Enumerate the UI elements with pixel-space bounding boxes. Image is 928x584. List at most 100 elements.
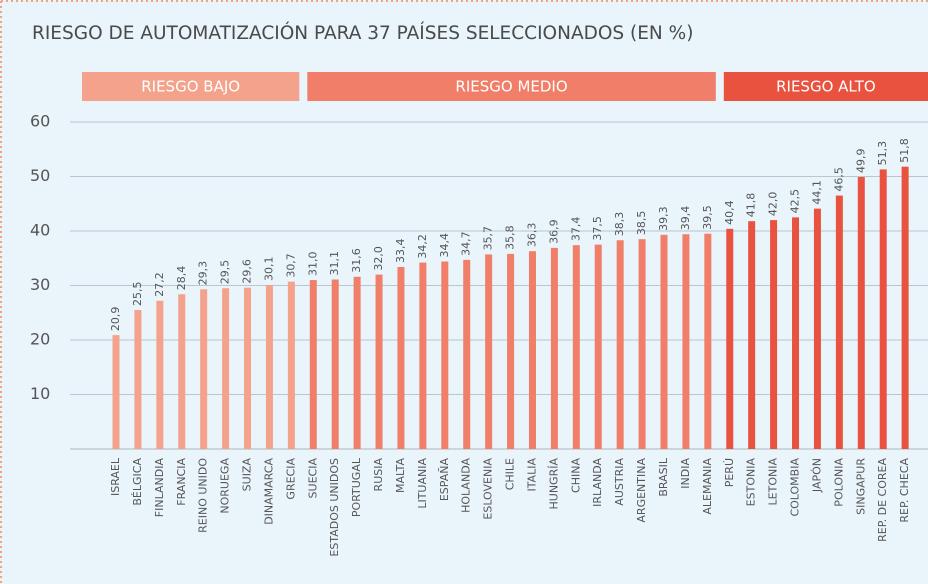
value-label: 39,4 (679, 206, 692, 231)
bar (572, 245, 580, 449)
y-tick-label: 30 (30, 275, 50, 294)
chart-title: RIESGO DE AUTOMATIZACIÓN PARA 37 PAÍSES … (32, 22, 693, 44)
value-label: 29,3 (197, 261, 210, 286)
value-label: 35,7 (482, 226, 495, 251)
x-tick-label: SUIZA (241, 458, 254, 492)
x-tick-label: CHINA (569, 458, 582, 493)
value-label: 32,0 (372, 246, 385, 271)
bar (287, 281, 295, 449)
y-tick-label: 50 (30, 166, 50, 185)
y-tick-label: 10 (30, 384, 50, 403)
value-label: 33,4 (394, 238, 407, 263)
y-tick-label: 20 (30, 330, 50, 349)
bar (901, 166, 909, 449)
value-label: 20,9 (109, 307, 122, 332)
bar (222, 288, 230, 449)
x-tick-label: POLONIA (832, 458, 845, 507)
y-tick-label: 40 (30, 221, 50, 240)
bar (375, 274, 383, 449)
x-tick-label: PERÚ (723, 458, 736, 487)
x-tick-label: MALTA (394, 458, 407, 493)
bar (156, 300, 164, 449)
value-label: 28,4 (175, 266, 188, 291)
x-tick-label: BRASIL (657, 457, 670, 496)
value-label: 37,5 (591, 216, 604, 241)
x-tick-label: ISRAEL (109, 457, 122, 496)
bar (419, 262, 427, 449)
bar (112, 335, 120, 449)
bar (879, 169, 887, 450)
x-tick-label: FRANCIA (175, 458, 188, 506)
value-label: 38,5 (635, 211, 648, 236)
bar (485, 254, 493, 449)
bar (616, 240, 624, 449)
bar (309, 280, 317, 449)
bar (331, 279, 339, 449)
value-label: 34,7 (460, 231, 473, 256)
bar (726, 228, 734, 449)
group-band (307, 72, 716, 101)
x-tick-label: LITUANIA (416, 458, 429, 509)
x-tick-label: HUNGRÍA (547, 458, 560, 510)
x-tick-label: DINAMARCA (262, 458, 275, 525)
bar (528, 251, 536, 449)
bar (244, 287, 252, 449)
value-label: 51,3 (876, 141, 889, 166)
value-label: 29,6 (241, 259, 254, 284)
x-tick-label: JAPÓN (810, 458, 823, 493)
value-label: 51,8 (898, 138, 911, 163)
bar (200, 289, 208, 449)
x-tick-label: GRECIA (284, 458, 297, 500)
x-tick-label: LETONIA (767, 458, 780, 506)
value-label: 46,5 (832, 167, 845, 192)
value-label: 36,3 (525, 223, 538, 248)
value-label: 25,5 (131, 282, 144, 307)
bar (594, 244, 602, 449)
value-label: 27,2 (153, 272, 166, 297)
bar (353, 276, 361, 449)
value-label: 29,5 (219, 260, 232, 285)
value-label: 30,1 (262, 256, 275, 281)
bar (507, 253, 515, 449)
x-tick-label: CHILE (504, 458, 517, 490)
group-label: RIESGO MEDIO (455, 78, 567, 96)
x-tick-label: REINO UNIDO (197, 458, 210, 533)
bar (134, 310, 142, 449)
group-label: RIESGO BAJO (141, 78, 240, 96)
value-label: 37,4 (569, 217, 582, 242)
bar (660, 234, 668, 449)
x-tick-label: REP. DE COREA (876, 458, 889, 542)
value-label: 44,1 (810, 180, 823, 205)
value-label: 39,5 (701, 205, 714, 230)
value-label: 42,0 (767, 192, 780, 217)
x-tick-label: BÉLGICA (131, 458, 144, 506)
value-label: 41,8 (745, 193, 758, 218)
x-tick-label: IRLANDA (591, 458, 604, 507)
value-label: 36,9 (547, 219, 560, 244)
x-tick-label: ESLOVENIA (482, 458, 495, 520)
value-label: 39,3 (657, 206, 670, 231)
bar (638, 239, 646, 449)
group-label: RIESGO ALTO (776, 78, 876, 96)
x-tick-label: AUSTRIA (613, 458, 626, 506)
bar (770, 220, 778, 449)
value-label: 40,4 (723, 200, 736, 225)
y-tick-label: 60 (30, 112, 50, 131)
x-tick-label: RUSIA (372, 458, 385, 492)
value-label: 38,3 (613, 212, 626, 237)
x-tick-label: FINLANDIA (153, 458, 166, 518)
x-tick-label: NORUEGA (219, 458, 232, 514)
x-tick-label: SUECIA (306, 458, 319, 499)
value-label: 49,9 (854, 149, 867, 174)
group-band (723, 72, 928, 101)
x-tick-label: ESPAÑA (438, 458, 451, 502)
value-label: 35,8 (504, 225, 517, 250)
value-label: 31,6 (350, 248, 363, 273)
bar (178, 294, 186, 449)
value-label: 42,5 (789, 189, 802, 214)
x-tick-label: INDIA (679, 458, 692, 489)
bar (550, 247, 558, 449)
bar (441, 261, 449, 449)
bar (748, 221, 756, 449)
